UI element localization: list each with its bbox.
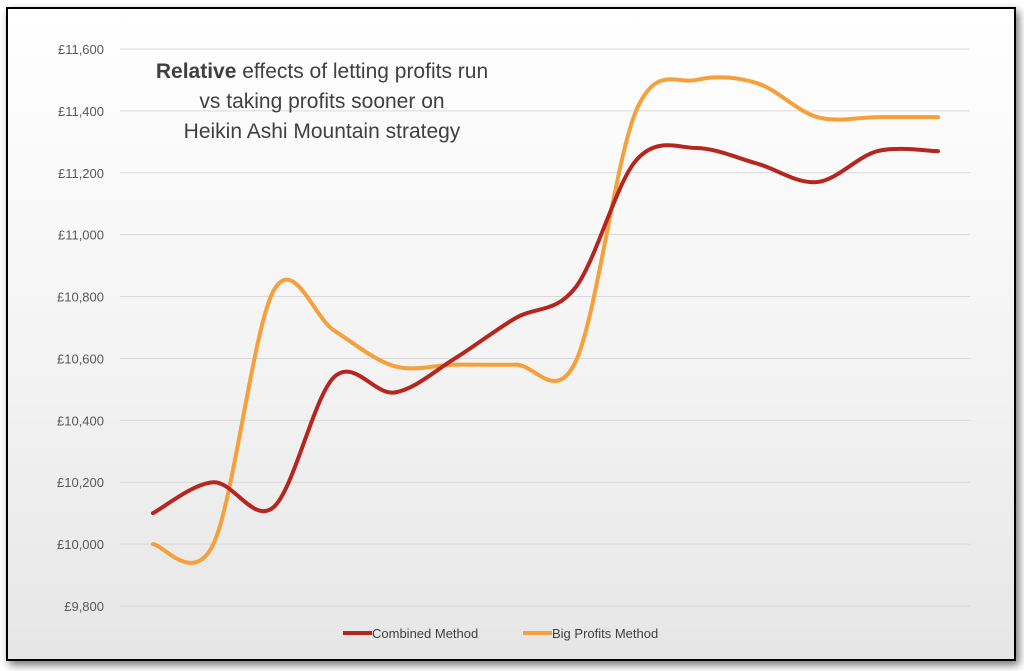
legend-label-combined: Combined Method [372, 626, 478, 641]
chart-title-bold: Relative [156, 60, 237, 83]
y-tick-label: £11,200 [58, 166, 104, 181]
y-tick-label: £10,600 [57, 351, 104, 366]
gridlines [120, 48, 970, 607]
chart-title-rest: effects of letting profits run [236, 60, 488, 83]
y-axis-ticks: £9,800 £10,000 £10,200 £10,400 £10,600 £10,80… [57, 42, 104, 614]
y-tick-label: £10,200 [57, 475, 104, 490]
y-tick-label: £10,000 [57, 537, 104, 552]
y-tick-label: £11,600 [58, 42, 104, 57]
y-tick-label: £11,400 [58, 104, 104, 119]
chart-frame [6, 7, 1016, 661]
y-tick-label: £9,800 [64, 599, 104, 614]
series-line-big-profits [151, 75, 940, 565]
legend-label-big-profits: Big Profits Method [552, 626, 658, 641]
series-line-combined [151, 143, 940, 516]
y-tick-label: £11,000 [58, 228, 104, 243]
y-tick-label: £10,400 [57, 413, 104, 428]
chart-title-line1: Relative effects of letting profits run [156, 60, 488, 83]
legend: Combined Method Big Profits Method [343, 626, 658, 641]
series-lines [151, 75, 940, 565]
chart-title-line3: Heikin Ashi Mountain strategy [184, 120, 461, 143]
y-tick-label: £10,800 [57, 290, 104, 305]
chart-title-line2: vs taking profits sooner on [199, 90, 444, 113]
